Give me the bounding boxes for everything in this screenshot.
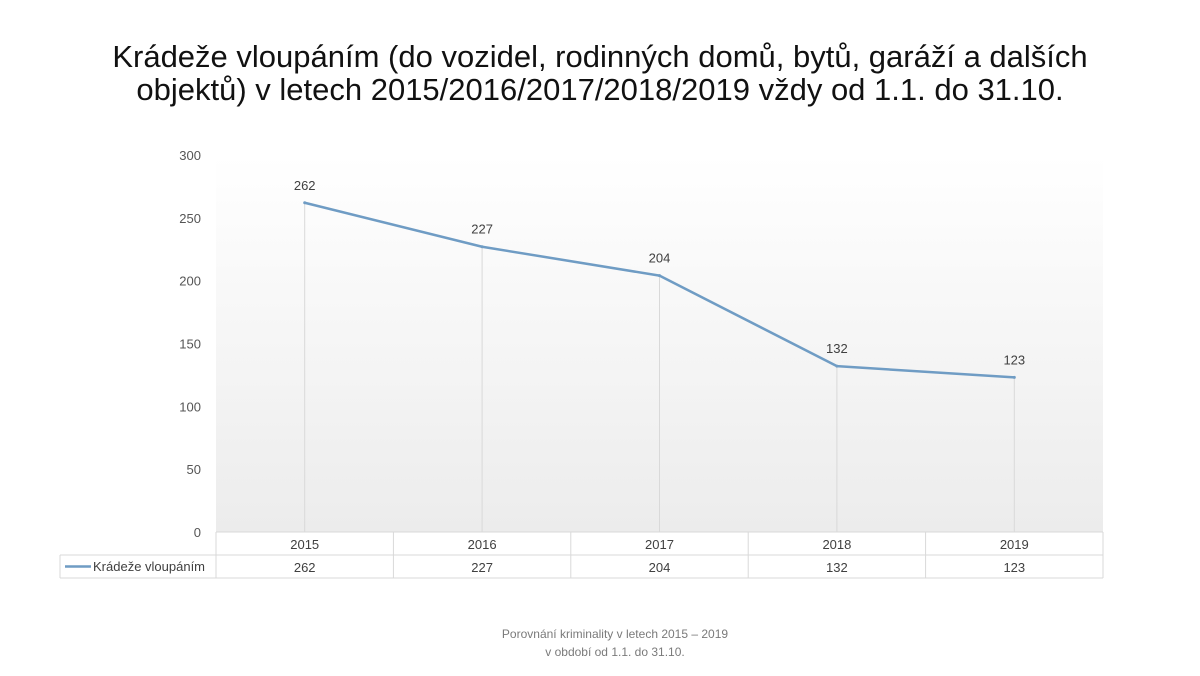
data-label: 262 — [294, 178, 316, 193]
chart-title: Krádeže vloupáním (do vozidel, rodinných… — [112, 39, 1088, 107]
table-cell-value: 123 — [1003, 560, 1025, 575]
data-point — [835, 364, 839, 368]
x-tick-label: 2015 — [290, 537, 319, 552]
data-label: 204 — [649, 251, 671, 266]
y-tick-label: 50 — [187, 462, 201, 477]
data-label: 123 — [1003, 352, 1025, 367]
y-tick-label: 0 — [194, 525, 201, 540]
footer-note: Porovnání kriminality v letech 2015 – 20… — [300, 625, 930, 661]
data-table: 2015 2016 2017 2018 2019 262 227 204 132 123 Kráde… — [59, 531, 1104, 579]
table-cell-value: 262 — [294, 560, 316, 575]
data-label: 132 — [826, 341, 848, 356]
y-tick-label: 300 — [179, 148, 201, 163]
x-tick-label: 2018 — [822, 537, 851, 552]
y-tick-label: 150 — [179, 337, 201, 352]
legend-series-name: Krádeže vloupáním — [93, 559, 205, 574]
table-cell-value: 204 — [649, 560, 671, 575]
y-tick-label: 100 — [179, 399, 201, 414]
table-cell-value: 132 — [826, 560, 848, 575]
y-tick-label: 250 — [179, 211, 201, 226]
y-tick-label: 200 — [179, 274, 201, 289]
data-point — [658, 274, 661, 278]
drop-lines — [304, 202, 1015, 532]
data-point — [480, 245, 484, 249]
data-point — [1012, 375, 1016, 379]
footer-line-2: v období od 1.1. do 31.10. — [545, 645, 685, 659]
x-tick-label: 2017 — [645, 537, 674, 552]
series-layer — [303, 201, 1016, 379]
x-tick-label: 2019 — [1000, 537, 1029, 552]
x-tick-label: 2016 — [468, 537, 497, 552]
y-axis: 0 50 100 150 200 250 300 — [179, 148, 201, 540]
footer-line-1: Porovnání kriminality v letech 2015 – 20… — [501, 627, 729, 641]
data-labels: 262 227 204 132 123 — [294, 178, 1025, 368]
data-point — [303, 201, 307, 205]
data-label: 227 — [471, 222, 493, 237]
table-cell-value: 227 — [471, 560, 493, 575]
